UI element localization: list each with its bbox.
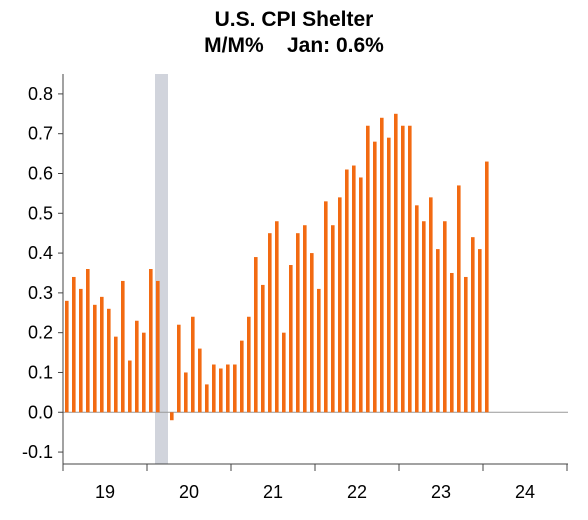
bar [268,233,272,413]
x-tick-label: 21 [263,482,283,502]
bar [303,225,307,413]
bar [212,364,216,413]
bar [436,249,440,413]
y-tick-label: 0.0 [28,402,53,422]
bar [471,237,475,413]
bar [177,324,181,413]
x-tick-label: 22 [347,482,367,502]
bar [191,316,195,413]
bar [275,221,279,413]
bar [86,269,90,413]
bar [184,372,188,413]
bar [380,117,384,413]
bar [394,113,398,413]
bar [296,233,300,413]
bar [156,280,160,413]
bar [345,169,349,413]
bar [219,368,223,413]
bar [324,201,328,413]
bar [485,161,489,413]
bar [198,348,202,413]
bar [240,340,244,413]
x-tick-label: 24 [515,482,535,502]
x-tick-label: 23 [431,482,451,502]
bar [107,308,111,413]
bar [401,125,405,413]
bar [359,177,363,413]
bar [415,205,419,413]
bar [352,165,356,413]
bar [310,253,314,413]
bar [422,221,426,413]
bar [233,364,237,413]
bar [366,125,370,413]
bar [254,257,258,413]
bar [100,296,104,413]
y-tick-label: 0.5 [28,203,53,223]
bar [170,412,174,421]
bar [457,185,461,413]
y-tick-label: 0.3 [28,283,53,303]
bar [142,332,146,413]
bar [149,269,153,413]
chart-subtitle: M/M% Jan: 0.6% [204,34,384,57]
bar [247,316,251,413]
bar [387,137,391,413]
bar [282,332,286,413]
bar [331,225,335,413]
bar [128,360,132,413]
bar [443,221,447,413]
bar [121,280,125,413]
bar [408,125,412,413]
x-tick-label: 19 [95,482,115,502]
y-tick-label: 0.7 [28,124,53,144]
bar [79,288,83,413]
bar [93,304,97,413]
chart-title: U.S. CPI Shelter [214,8,374,31]
bar [429,197,433,413]
bar [226,364,230,413]
y-tick-label: -0.1 [22,442,53,462]
bar [464,276,468,413]
bar [450,272,454,413]
y-tick-label: 0.1 [28,362,53,382]
bar [478,249,482,413]
bar [65,300,69,413]
bar [261,284,265,413]
bar [205,384,209,413]
y-tick-label: 0.2 [28,323,53,343]
bar [72,276,76,413]
bar [114,336,118,413]
bar [373,141,377,413]
y-tick-label: 0.8 [28,84,53,104]
y-tick-label: 0.6 [28,163,53,183]
x-tick-label: 20 [179,482,199,502]
y-tick-label: 0.4 [28,243,53,263]
bar [317,288,321,413]
bar [135,320,139,413]
bar [289,265,293,413]
bar [338,197,342,413]
